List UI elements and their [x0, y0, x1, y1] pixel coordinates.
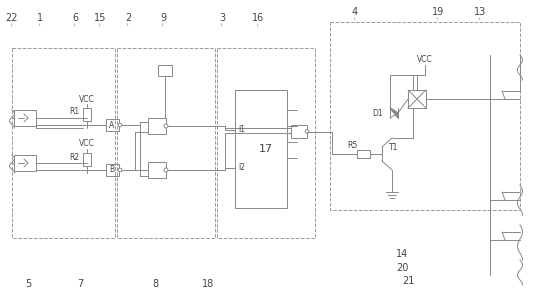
- Bar: [106, 119, 119, 131]
- Text: R5: R5: [347, 142, 357, 151]
- Text: 18: 18: [202, 279, 214, 289]
- Circle shape: [164, 124, 168, 128]
- Text: 7: 7: [77, 279, 83, 289]
- Text: 4: 4: [352, 7, 358, 17]
- Circle shape: [118, 123, 122, 127]
- Bar: [12, 48, 115, 238]
- Bar: [148, 118, 166, 134]
- Bar: [235, 90, 287, 208]
- Text: 2: 2: [125, 13, 131, 23]
- Bar: [148, 162, 166, 178]
- Bar: [291, 125, 307, 138]
- Text: I1: I1: [238, 125, 246, 135]
- Polygon shape: [390, 108, 398, 118]
- Bar: [106, 164, 119, 176]
- Text: VCC: VCC: [79, 139, 95, 148]
- Text: 8: 8: [152, 279, 158, 289]
- Text: 9: 9: [160, 13, 166, 23]
- Text: D1: D1: [373, 108, 383, 118]
- Text: 22: 22: [6, 13, 18, 23]
- Text: 21: 21: [402, 276, 414, 286]
- Text: 16: 16: [252, 13, 264, 23]
- Bar: [217, 48, 315, 238]
- Circle shape: [164, 168, 168, 172]
- Text: 1: 1: [37, 13, 43, 23]
- Bar: [158, 65, 172, 76]
- Bar: [83, 108, 91, 121]
- Text: R2: R2: [69, 152, 79, 161]
- Bar: [117, 48, 215, 238]
- Text: 19: 19: [432, 7, 444, 17]
- Text: 6: 6: [72, 13, 78, 23]
- Bar: [14, 155, 36, 171]
- Bar: [14, 110, 36, 126]
- Bar: [357, 150, 370, 158]
- Text: R1: R1: [69, 108, 79, 116]
- Text: I2: I2: [238, 164, 246, 172]
- Bar: [408, 90, 426, 108]
- Circle shape: [305, 130, 309, 133]
- Text: 15: 15: [94, 13, 106, 23]
- Bar: [330, 22, 520, 210]
- Text: T1: T1: [389, 144, 399, 152]
- Text: 14: 14: [396, 249, 408, 259]
- Circle shape: [118, 168, 122, 172]
- Text: 20: 20: [396, 263, 408, 273]
- Text: B: B: [109, 165, 114, 175]
- Text: VCC: VCC: [79, 95, 95, 104]
- Text: VCC: VCC: [417, 55, 433, 65]
- Text: 17: 17: [259, 144, 273, 154]
- Text: 3: 3: [219, 13, 225, 23]
- Text: A: A: [109, 121, 115, 129]
- Text: 13: 13: [474, 7, 486, 17]
- Text: 5: 5: [25, 279, 31, 289]
- Bar: [83, 153, 91, 166]
